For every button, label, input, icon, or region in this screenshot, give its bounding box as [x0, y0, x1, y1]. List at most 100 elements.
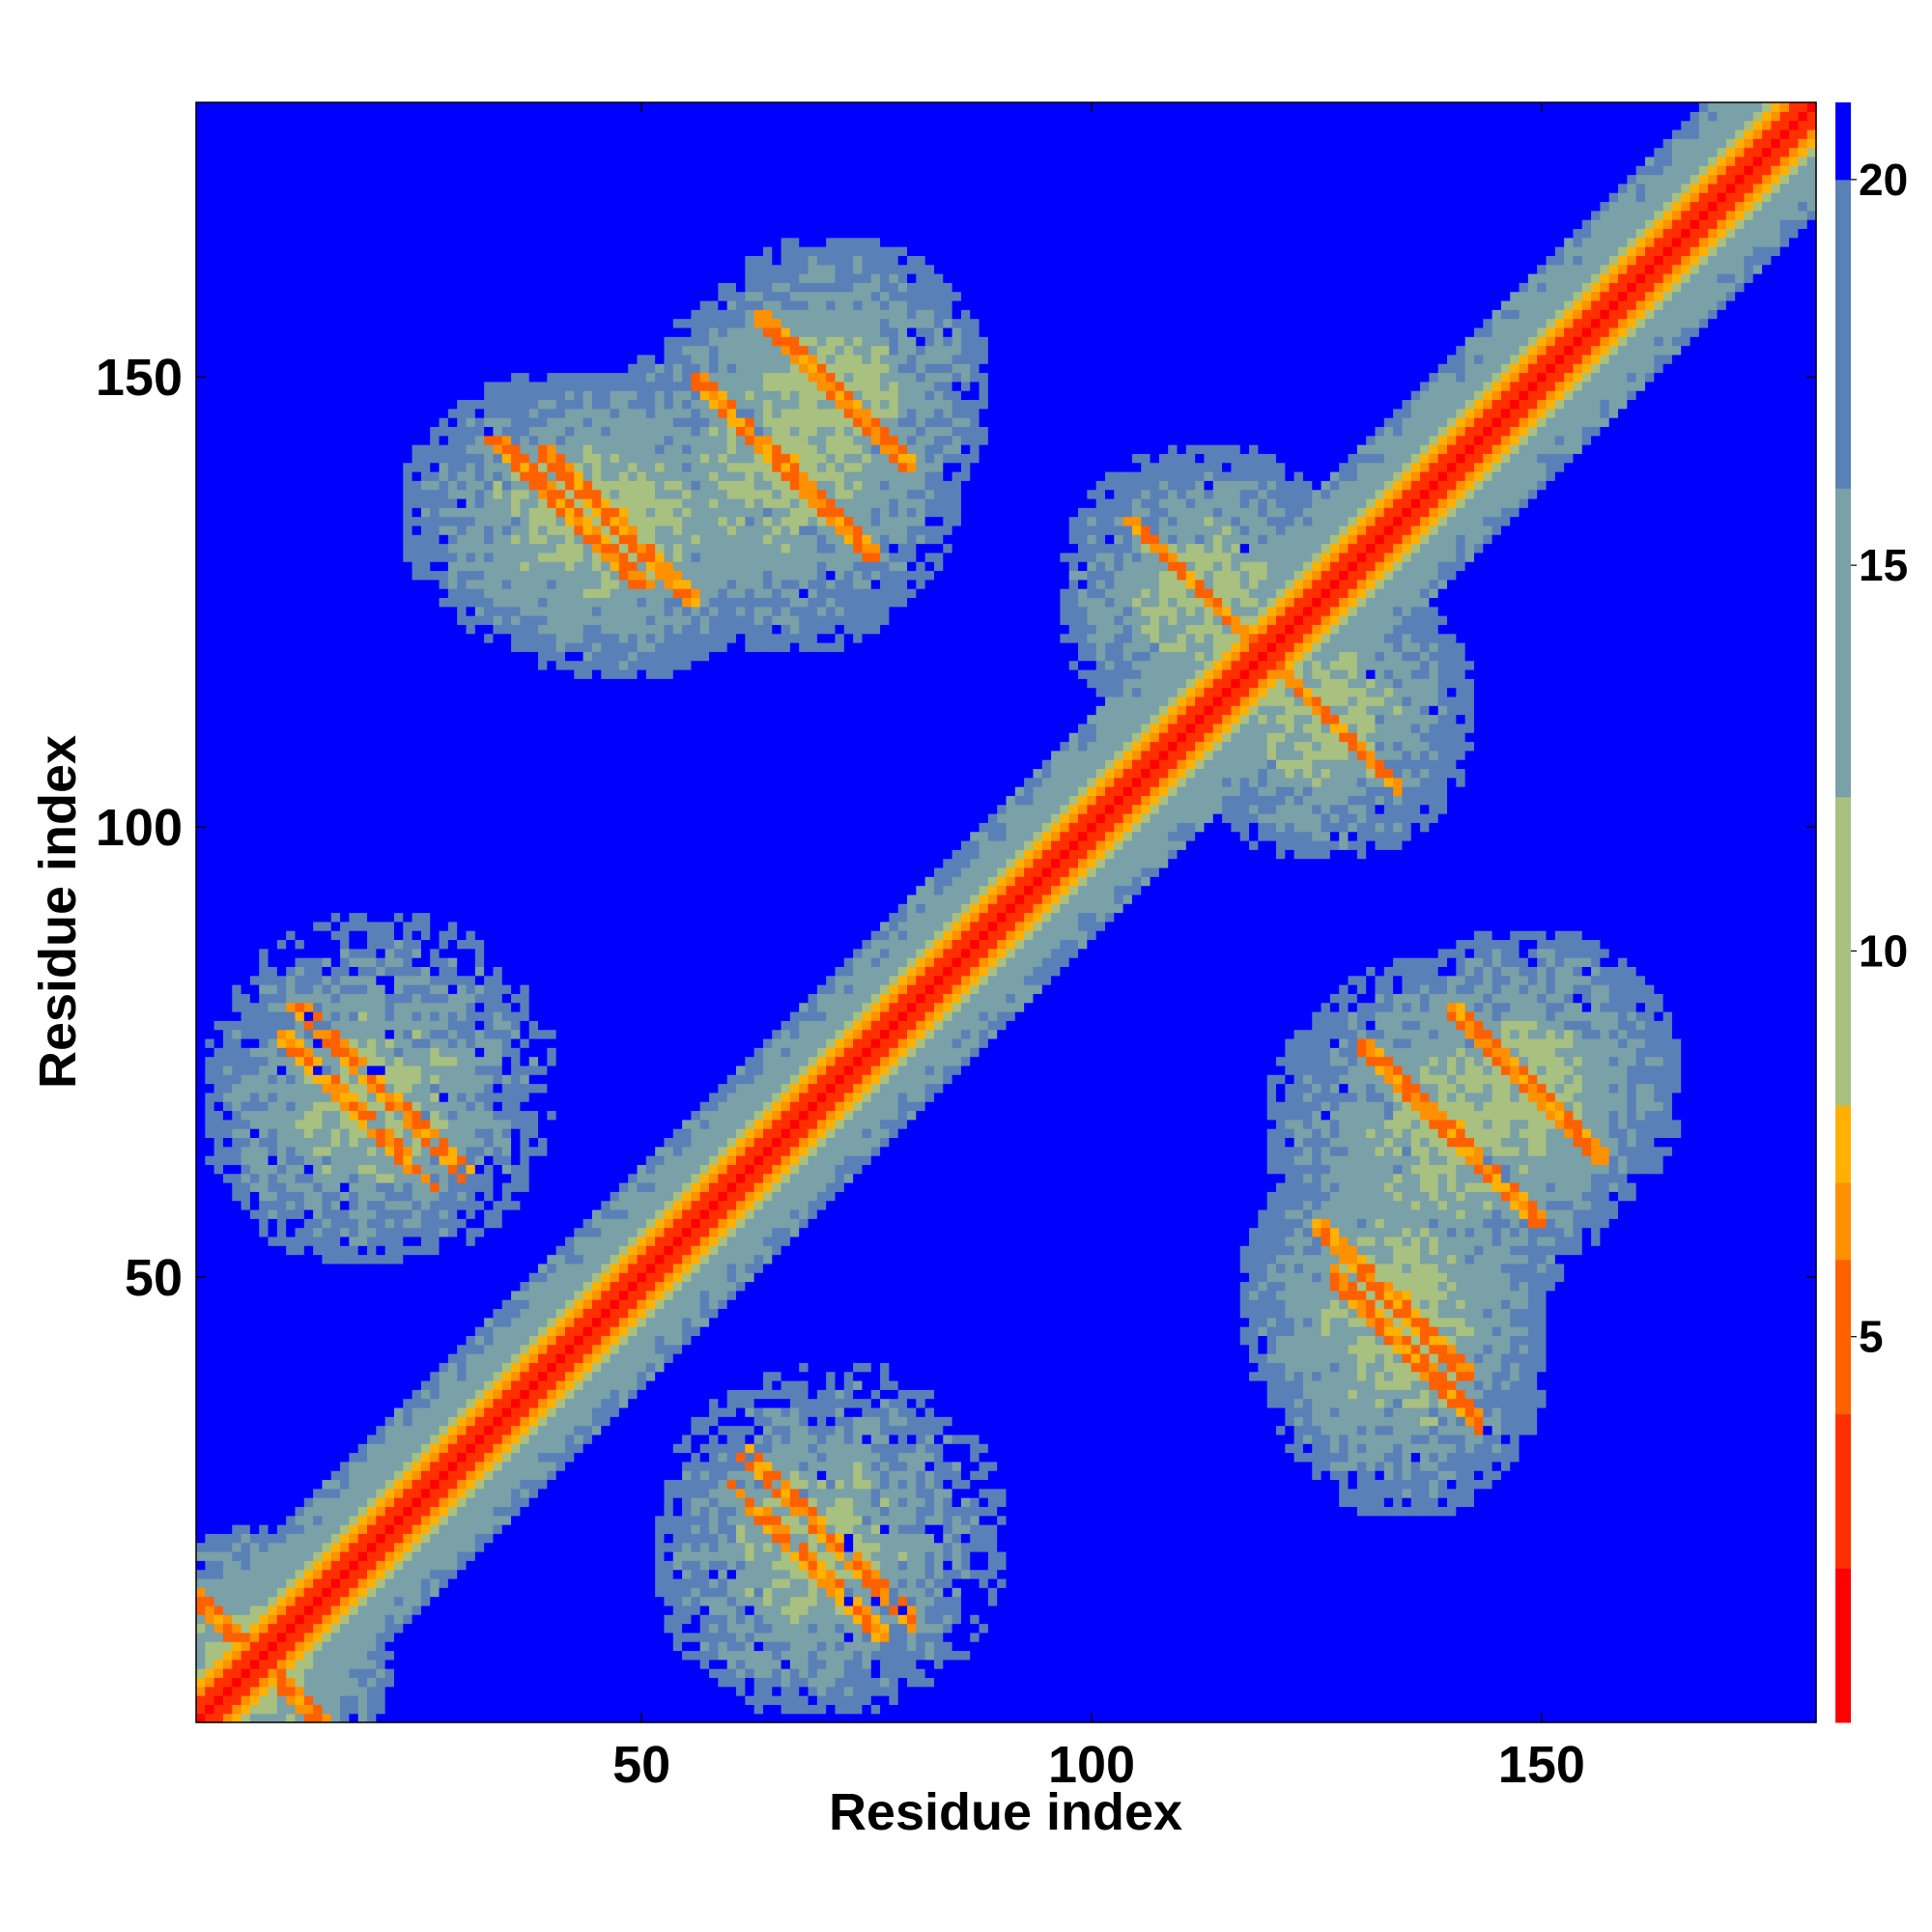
heatmap-cell	[439, 741, 449, 752]
heatmap-cell	[322, 804, 332, 814]
heatmap-cell	[367, 1353, 377, 1363]
heatmap-cell	[241, 1218, 251, 1229]
heatmap-cell	[313, 426, 324, 437]
heatmap-cell	[232, 1146, 242, 1156]
heatmap-cell	[232, 516, 242, 526]
heatmap-cell	[412, 462, 422, 472]
heatmap-cell	[412, 867, 422, 877]
heatmap-cell	[259, 1182, 270, 1192]
heatmap-cell	[249, 201, 260, 212]
heatmap-cell	[196, 1182, 206, 1192]
heatmap-cell	[420, 993, 431, 1004]
heatmap-cell	[439, 1371, 449, 1381]
heatmap-cell	[249, 1353, 260, 1363]
heatmap-cell	[249, 1560, 260, 1571]
heatmap-cell	[286, 597, 297, 608]
heatmap-cell	[384, 714, 395, 724]
heatmap-cell	[393, 1659, 404, 1669]
heatmap-cell	[276, 1452, 287, 1463]
heatmap-cell	[384, 1317, 395, 1327]
heatmap-cell	[249, 480, 260, 491]
heatmap-cell	[393, 668, 404, 679]
heatmap-cell	[268, 1650, 278, 1661]
heatmap-cell	[259, 1695, 270, 1705]
heatmap-cell	[357, 804, 368, 814]
heatmap-cell	[295, 1506, 305, 1517]
heatmap-cell	[232, 993, 242, 1004]
heatmap-cell	[412, 1379, 422, 1390]
heatmap-cell	[330, 525, 341, 535]
heatmap-cell	[295, 939, 305, 950]
heatmap-cell	[286, 786, 297, 796]
heatmap-cell	[430, 1281, 440, 1292]
heatmap-cell	[384, 984, 395, 994]
heatmap-cell	[276, 867, 287, 877]
heatmap-cell	[268, 552, 278, 562]
heatmap-cell	[367, 741, 377, 752]
heatmap-cell	[313, 534, 324, 545]
heatmap-cell	[295, 786, 305, 796]
heatmap-cell	[313, 1524, 324, 1534]
heatmap-cell	[313, 128, 324, 139]
heatmap-cell	[213, 480, 224, 491]
heatmap-cell	[205, 777, 215, 787]
heatmap-cell	[439, 1398, 449, 1408]
heatmap-cell	[384, 165, 395, 176]
heatmap-cell	[357, 1200, 368, 1210]
heatmap-cell	[213, 687, 224, 697]
heatmap-cell	[196, 435, 206, 445]
heatmap-cell	[303, 561, 314, 572]
heatmap-cell	[232, 1074, 242, 1085]
heatmap-cell	[241, 516, 251, 526]
heatmap-cell	[330, 336, 341, 347]
heatmap-cell	[222, 1326, 233, 1336]
heatmap-cell	[357, 489, 368, 499]
heatmap-cell	[420, 444, 431, 454]
heatmap-cell	[286, 497, 297, 508]
heatmap-cell	[340, 1371, 350, 1381]
heatmap-cell	[313, 408, 324, 418]
heatmap-cell	[376, 1182, 386, 1192]
heatmap-cell	[340, 1515, 350, 1525]
heatmap-cell	[403, 1577, 413, 1588]
heatmap-cell	[286, 128, 297, 139]
heatmap-cell	[376, 417, 386, 427]
heatmap-cell	[259, 1263, 270, 1273]
heatmap-cell	[403, 1614, 413, 1625]
heatmap-cell	[232, 417, 242, 427]
heatmap-cell	[303, 1470, 314, 1481]
heatmap-cell	[303, 543, 314, 554]
heatmap-cell	[439, 552, 449, 562]
heatmap-cell	[259, 1641, 270, 1652]
heatmap-cell	[286, 984, 297, 994]
heatmap-cell	[213, 1479, 224, 1490]
heatmap-cell	[295, 1479, 305, 1490]
heatmap-cell	[322, 1461, 332, 1471]
heatmap-cell	[393, 1146, 404, 1156]
heatmap-cell	[420, 1002, 431, 1012]
heatmap-cell	[403, 966, 413, 977]
heatmap-cell	[295, 1236, 305, 1246]
heatmap-cell	[276, 705, 287, 716]
heatmap-cell	[222, 497, 233, 508]
heatmap-cell	[276, 1542, 287, 1552]
heatmap-cell	[276, 435, 287, 445]
heatmap-cell	[286, 1037, 297, 1048]
heatmap-cell	[249, 822, 260, 833]
heatmap-cell	[340, 462, 350, 472]
heatmap-cell	[303, 831, 314, 841]
heatmap-cell	[268, 318, 278, 328]
heatmap-cell	[376, 1677, 386, 1688]
heatmap-cell	[268, 831, 278, 841]
heatmap-cell	[268, 192, 278, 203]
heatmap-cell	[286, 291, 297, 301]
heatmap-cell	[393, 120, 404, 130]
heatmap-cell	[222, 435, 233, 445]
heatmap-cell	[295, 1488, 305, 1498]
heatmap-cell	[313, 1182, 324, 1192]
heatmap-cell	[268, 1479, 278, 1490]
heatmap-cell	[330, 309, 341, 320]
heatmap-cell	[213, 318, 224, 328]
heatmap-cell	[367, 1227, 377, 1237]
heatmap-cell	[276, 966, 287, 977]
